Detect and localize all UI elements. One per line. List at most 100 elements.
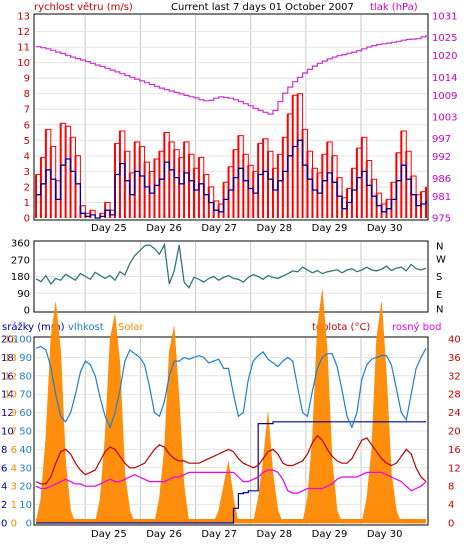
wind-pressure-grid <box>35 15 427 219</box>
day-tick-label: Day 25 <box>91 223 127 234</box>
wind-speed-tick-label: 3 <box>24 167 30 178</box>
pressure-tick-label: 1025 <box>432 33 457 44</box>
wind-speed-tick-label: 7 <box>24 105 30 116</box>
day-tick-label: Day 28 <box>257 529 293 540</box>
temperature-tick-label: 20 <box>448 427 461 438</box>
wind-speed-tick-label: 5 <box>24 136 30 147</box>
pressure-axis-title: tlak (hPa) <box>370 2 418 13</box>
solar-baseline <box>36 519 426 523</box>
wind-gust-line <box>36 93 427 219</box>
day-tick-label: Day 29 <box>312 529 348 540</box>
temperature-humidity-series <box>35 289 427 524</box>
wind-pressure-plot-area <box>33 13 429 221</box>
solar-tick-label: 6 <box>11 445 17 456</box>
solar-tick-label: 7 <box>11 427 17 438</box>
direction-compass-tick-label: S <box>436 272 442 283</box>
humidity-tick-label: 50 <box>19 427 32 438</box>
humidity-tick-label: 30 <box>19 463 32 474</box>
direction-degree-tick-label: 0 <box>24 306 30 317</box>
pressure-tick-label: 992 <box>432 152 451 163</box>
temperature-tick-label: 16 <box>448 445 461 456</box>
wind-speed-tick-label: 2 <box>24 182 30 193</box>
wind-speed-axis-title: rychlost větru (m/s) <box>34 1 133 13</box>
humidity-tick-label: 90 <box>19 353 32 364</box>
day-tick-label: Day 30 <box>367 529 403 540</box>
pressure-tick-label: 1003 <box>432 113 457 124</box>
direction-compass-tick-label: W <box>436 254 446 265</box>
wind-speed-tick-label: 11 <box>17 43 30 54</box>
day-tick-label: Day 26 <box>146 223 182 234</box>
dewpoint-axis-title: rosný bod <box>392 321 441 333</box>
rain-tick-label: 18 <box>1 353 14 364</box>
chart-title: Current last 7 days 01 October 2007 <box>171 2 354 13</box>
temperature-tick-label: 4 <box>448 500 454 511</box>
day-tick-label: Day 28 <box>257 223 293 234</box>
day-tick-label: Day 30 <box>367 223 403 234</box>
humidity-axis-title: vlhkost <box>68 322 104 333</box>
solar-area <box>35 289 426 524</box>
rain-tick-label: 2 <box>1 500 7 511</box>
temperature-tick-label: 24 <box>448 408 461 419</box>
pressure-tick-label: 986 <box>432 174 451 185</box>
temperature-tick-label: 12 <box>448 463 461 474</box>
rain-tick-label: 0 <box>1 519 7 530</box>
temperature-tick-label: 8 <box>448 482 454 493</box>
day-tick-label: Day 27 <box>201 223 237 234</box>
pressure-tick-label: 1009 <box>432 91 457 102</box>
direction-compass-tick-label: N <box>436 305 443 316</box>
direction-degree-tick-label: 360 <box>11 239 30 250</box>
solar-tick-label: 0 <box>11 519 17 530</box>
humidity-tick-label: 60 <box>19 408 32 419</box>
temperature-tick-label: 0 <box>448 519 454 530</box>
wind-day-labels: Day 25 Day 26 Day 27 Day 28 Day 29 Day 30 <box>91 223 402 234</box>
rain-line <box>36 421 426 524</box>
wind-speed-line <box>36 139 427 219</box>
solar-tick-label: 4 <box>11 463 17 474</box>
wind-pressure-series <box>35 34 427 219</box>
pressure-tick-label: 1020 <box>432 51 457 62</box>
humidity-tick-label: 40 <box>19 445 32 456</box>
temperature-tick-label: 32 <box>448 371 461 382</box>
solar-tick-label: 13 <box>4 353 17 364</box>
temperature-tick-label: 36 <box>448 353 461 364</box>
direction-compass-tick-label: E <box>436 290 442 301</box>
wind-speed-tick-label: 4 <box>24 151 30 162</box>
wind-speed-tick-label: 0 <box>24 214 30 225</box>
pressure-tick-label: 997 <box>432 134 451 145</box>
rain-tick-label: 16 <box>1 371 14 382</box>
rain-axis-title: srážky (mm) <box>2 321 65 333</box>
wind-direction-series <box>35 242 427 289</box>
rain-tick-label: 14 <box>1 390 14 401</box>
direction-compass-tick-label: N <box>436 242 443 253</box>
pressure-tick-label: 1014 <box>432 73 457 84</box>
rain-tick-label: 4 <box>1 482 7 493</box>
humidity-tick-label: 0 <box>26 519 32 530</box>
direction-degree-tick-label: 90 <box>17 289 30 300</box>
wind-direction-line <box>35 242 427 289</box>
humidity-tick-label: 100 <box>13 335 32 346</box>
pressure-tick-label: 981 <box>432 192 451 203</box>
day-tick-label: Day 25 <box>91 529 127 540</box>
solar-tick-label: 1 <box>11 500 17 511</box>
rain-tick-label: 10 <box>1 427 14 438</box>
temperature-tick-label: 40 <box>448 335 461 346</box>
humidity-tick-label: 20 <box>19 482 32 493</box>
day-tick-label: Day 27 <box>201 529 237 540</box>
pressure-tick-label: 1031 <box>432 12 457 23</box>
temperature-axis-title: teplota (°C) <box>312 322 370 333</box>
wind-speed-tick-label: 12 <box>17 27 30 38</box>
wind-speed-tick-label: 1 <box>24 198 30 209</box>
wind-speed-tick-label: 10 <box>17 58 30 69</box>
pressure-line <box>36 34 427 115</box>
day-tick-label: Day 29 <box>312 223 348 234</box>
humidity-tick-label: 70 <box>19 390 32 401</box>
day-tick-label: Day 26 <box>146 529 182 540</box>
rain-tick-label: 8 <box>1 445 7 456</box>
rain-tick-label: 12 <box>1 408 14 419</box>
temperature-day-labels: Day 25 Day 26 Day 27 Day 28 Day 29 Day 30 <box>91 529 402 540</box>
solar-tick-label: 12 <box>4 371 17 382</box>
temperature-ticks: 0 4 8 12 16 20 24 28 32 36 40 <box>448 335 461 530</box>
